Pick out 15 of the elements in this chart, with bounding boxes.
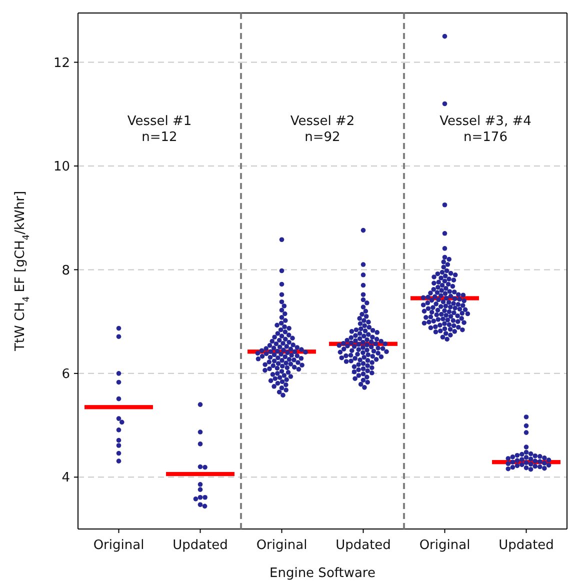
y-tick-label: 4 bbox=[62, 470, 70, 486]
y-tick-label: 8 bbox=[62, 263, 70, 278]
x-tick-label: Original bbox=[419, 538, 470, 553]
x-tick-label: Updated bbox=[172, 538, 228, 553]
x-tick-label: Original bbox=[93, 538, 144, 553]
y-tick-label: 6 bbox=[62, 366, 70, 382]
annotation: Vessel #1 n=12 bbox=[127, 114, 192, 145]
annotation: Vessel #2 n=92 bbox=[290, 114, 355, 145]
x-tick-label: Original bbox=[256, 538, 308, 553]
annotation: Vessel #3, #4 n=176 bbox=[440, 114, 532, 145]
x-tick-label: Updated bbox=[336, 538, 391, 553]
y-tick-label: 10 bbox=[53, 160, 70, 175]
x-axis-title: Engine Software bbox=[270, 566, 376, 581]
y-tick-label: 12 bbox=[53, 56, 70, 71]
x-tick-label: Updated bbox=[498, 538, 554, 553]
